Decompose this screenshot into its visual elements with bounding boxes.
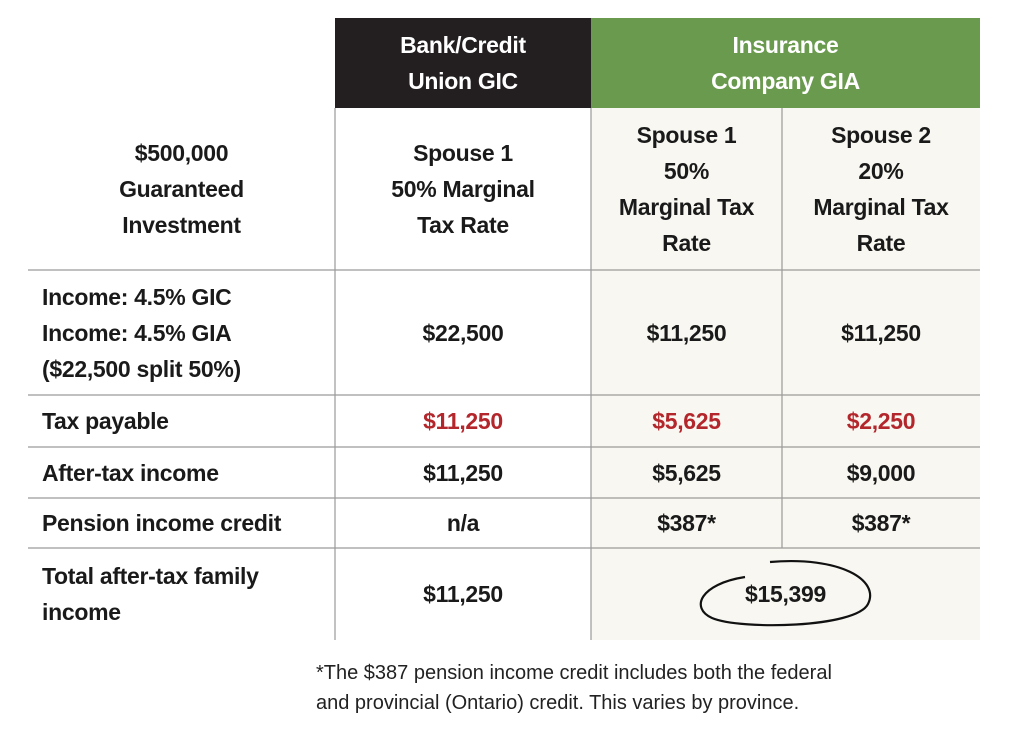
- text-line: Spouse 1: [636, 122, 737, 148]
- cell: Spouse 1 50% Marginal Tax Rate: [591, 108, 782, 270]
- cell: n/a: [446, 510, 480, 536]
- text-line: *The $387 pension income credit includes…: [316, 662, 832, 684]
- text-line: Tax payable: [42, 408, 169, 434]
- bank-header-bg: [335, 18, 591, 108]
- text-line: ($22,500 split 50%): [42, 355, 241, 382]
- cell: Income: 4.5% GIC Income: 4.5% GIA ($22,500…: [28, 270, 335, 395]
- text-line: Marginal Tax: [618, 194, 755, 220]
- text-line: Company GIA: [711, 68, 860, 94]
- cell: $5,625: [652, 408, 721, 434]
- cell: $387*: [851, 510, 911, 536]
- text-line: Rate: [662, 230, 711, 256]
- cell: $2,250: [846, 408, 916, 434]
- text-line: Spouse 2: [831, 122, 931, 148]
- text-line: 50% Marginal: [391, 176, 535, 202]
- text-line: Total after-tax family: [42, 563, 259, 589]
- cell: $11,250: [423, 581, 503, 607]
- cell: $500,000 Guaranteed Investment: [28, 108, 335, 270]
- insurance-header-bg: [591, 18, 980, 108]
- text-line: and provincial (Ontario) credit. This va…: [316, 692, 800, 714]
- cell: $5,625: [652, 459, 721, 486]
- insurance-body-bg: [591, 108, 980, 640]
- cell: $9,000: [846, 459, 916, 486]
- text-line: Investment: [122, 212, 241, 238]
- text-line: Marginal Tax: [813, 194, 949, 220]
- cell: After-tax income: [28, 447, 335, 498]
- text-line: Guaranteed: [119, 176, 244, 202]
- cell: Bank/Credit Union GIC: [335, 18, 591, 108]
- text-line: Union GIC: [408, 68, 518, 94]
- cell: Pension income credit: [28, 498, 335, 548]
- text-line: 20%: [858, 158, 904, 184]
- text-line: 50%: [663, 158, 710, 184]
- cell: Insurance Company GIA: [591, 18, 980, 108]
- cell: $387*: [657, 510, 716, 536]
- footnote: *The $387 pension income credit includes…: [316, 658, 832, 718]
- text-line: Income: 4.5% GIC: [42, 283, 232, 310]
- text-line: Pension income credit: [42, 510, 282, 536]
- text-line: $500,000: [134, 140, 229, 166]
- cell: Spouse 1 50% Marginal Tax Rate: [335, 108, 591, 270]
- cell: Tax payable: [28, 395, 335, 447]
- text-line: Spouse 1: [413, 140, 513, 166]
- text-line: After-tax income: [42, 459, 219, 486]
- text-line: Tax Rate: [417, 212, 509, 238]
- text-line: income: [42, 599, 121, 625]
- text-line: Insurance: [732, 32, 839, 58]
- text-line: Rate: [856, 230, 906, 256]
- text-line: Bank/Credit: [400, 32, 526, 58]
- cell: $11,250: [423, 459, 503, 486]
- cell: $22,500: [422, 319, 504, 346]
- cell: Total after-tax family income: [28, 548, 335, 640]
- cell: Spouse 2 20% Marginal Tax Rate: [782, 108, 980, 270]
- hand-circle: [699, 560, 872, 627]
- cell: $11,250: [841, 319, 921, 346]
- cell: $11,250: [646, 319, 727, 346]
- cell: $11,250: [423, 408, 503, 434]
- text-line: Income: 4.5% GIA: [42, 319, 232, 346]
- cell: $15,399: [744, 581, 827, 607]
